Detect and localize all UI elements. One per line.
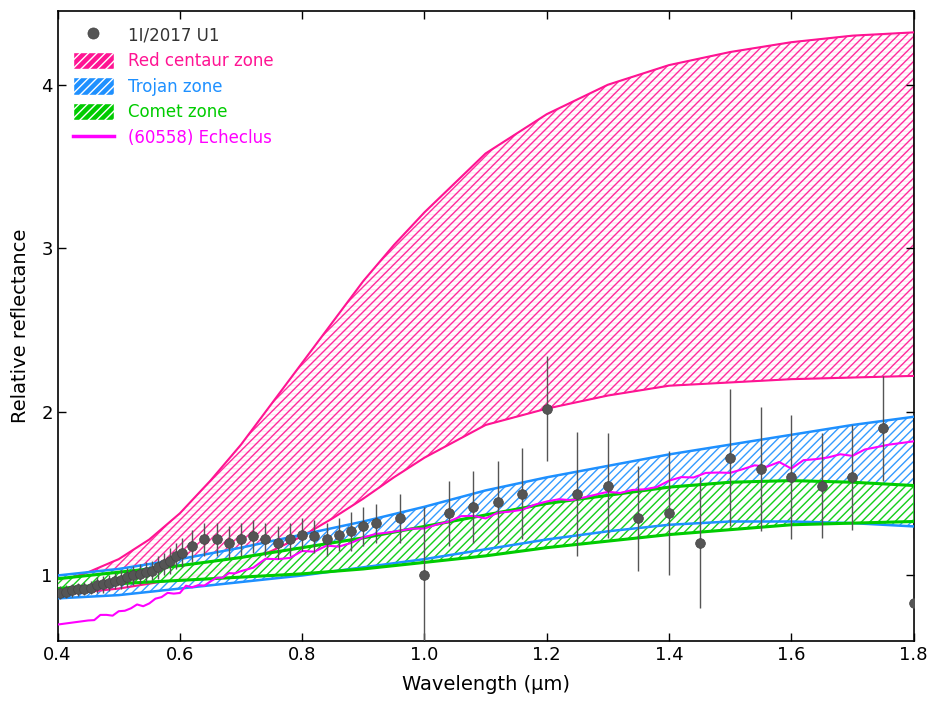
X-axis label: Wavelength (μm): Wavelength (μm) bbox=[402, 675, 570, 694]
Legend: 1I/2017 U1, Red centaur zone, Trojan zone, Comet zone, (60558) Echeclus: 1I/2017 U1, Red centaur zone, Trojan zon… bbox=[66, 20, 280, 154]
Y-axis label: Relative reflectance: Relative reflectance bbox=[11, 229, 30, 423]
